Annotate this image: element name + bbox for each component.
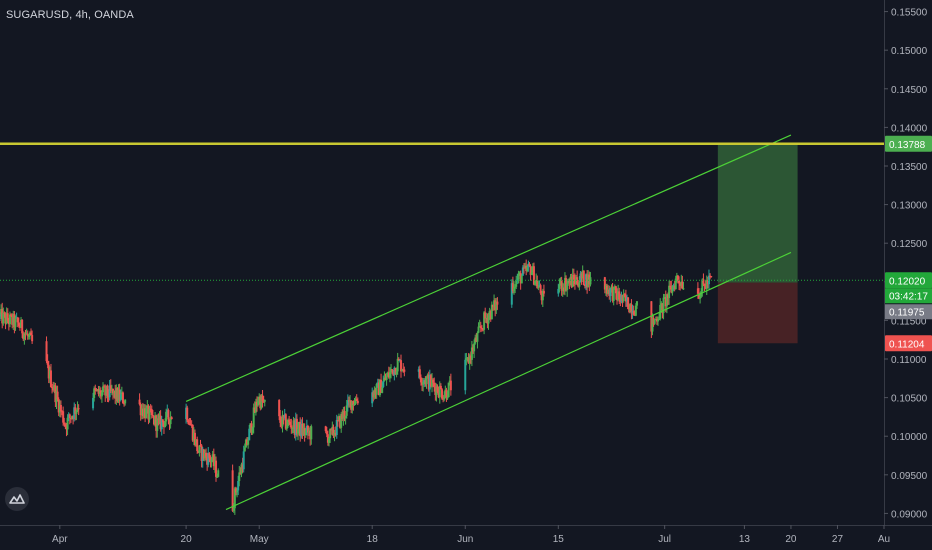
x-tick-label: 18 [367,534,379,545]
candle-body [636,301,638,305]
candle-body [60,405,62,411]
y-tick-label: 0.13000 [891,201,928,212]
channel-upper-line [186,135,791,401]
candle-body [521,276,523,284]
candle-body [310,426,312,439]
tradingview-logo-icon[interactable] [5,487,29,511]
y-tick-label: 0.14000 [891,123,928,134]
candle-body [710,276,712,277]
y-tick-label: 0.15500 [891,8,928,19]
y-tick-label: 0.10500 [891,394,928,405]
candle-body [386,376,388,380]
candle-body [247,440,249,444]
candle-body [31,335,33,341]
previous-price-label: 0.11975 [889,307,925,318]
candle-body [78,408,80,409]
candle-body [496,302,498,305]
y-tick-label: 0.13500 [891,162,928,173]
candle-body [478,327,480,333]
channel-lower-line [226,252,791,509]
x-tick-label: Jul [658,534,671,545]
candle-body [583,271,585,285]
candle-body [167,410,169,419]
x-tick-label: 15 [553,534,565,545]
y-tick-label: 0.11000 [891,355,927,366]
candle-body [196,439,198,451]
x-tick-label: Au [878,534,890,545]
candle-body [124,400,126,404]
loss-zone [718,283,798,344]
x-tick-label: Apr [52,534,68,545]
x-tick-label: 20 [181,534,193,545]
candle-body [171,417,173,419]
candle-body [578,282,580,286]
symbol-title[interactable]: SUGARUSD, 4h, OANDA [6,9,134,21]
candles-layer [0,260,712,515]
profit-zone [718,144,798,283]
stop-price-label: 0.11204 [889,339,925,350]
x-tick-label: May [250,534,269,545]
candle-body [217,470,219,477]
x-tick-label: 13 [739,534,751,545]
candle-body [543,291,545,294]
y-tick-label: 0.15000 [891,46,928,57]
candle-body [244,448,246,452]
x-tick-label: Jun [457,534,473,545]
candle-body [21,320,23,333]
candle-body [186,408,188,421]
current-price-label: 0.12020 [889,276,926,287]
x-tick-label: 20 [785,534,797,545]
candle-body [403,370,405,372]
candle-body [682,288,684,289]
position-zones[interactable] [718,144,798,343]
candle-body [589,277,591,284]
candle-body [450,381,452,391]
candle-body [476,333,478,342]
x-tick-label: 27 [832,534,844,545]
resistance-price-label: 0.13788 [889,140,926,151]
candle-body [243,451,245,469]
candle-body [382,381,384,387]
candle-body [69,414,71,418]
candle-body [15,318,17,328]
candle-body [264,400,266,402]
countdown-label: 03:42:17 [889,291,928,302]
y-tick-label: 0.12500 [891,239,928,250]
y-tick-label: 0.10000 [891,432,928,443]
y-tick-label: 0.09500 [891,471,928,482]
candle-body [357,401,359,403]
y-tick-label: 0.09000 [891,509,928,520]
y-tick-label: 0.14500 [891,85,928,96]
